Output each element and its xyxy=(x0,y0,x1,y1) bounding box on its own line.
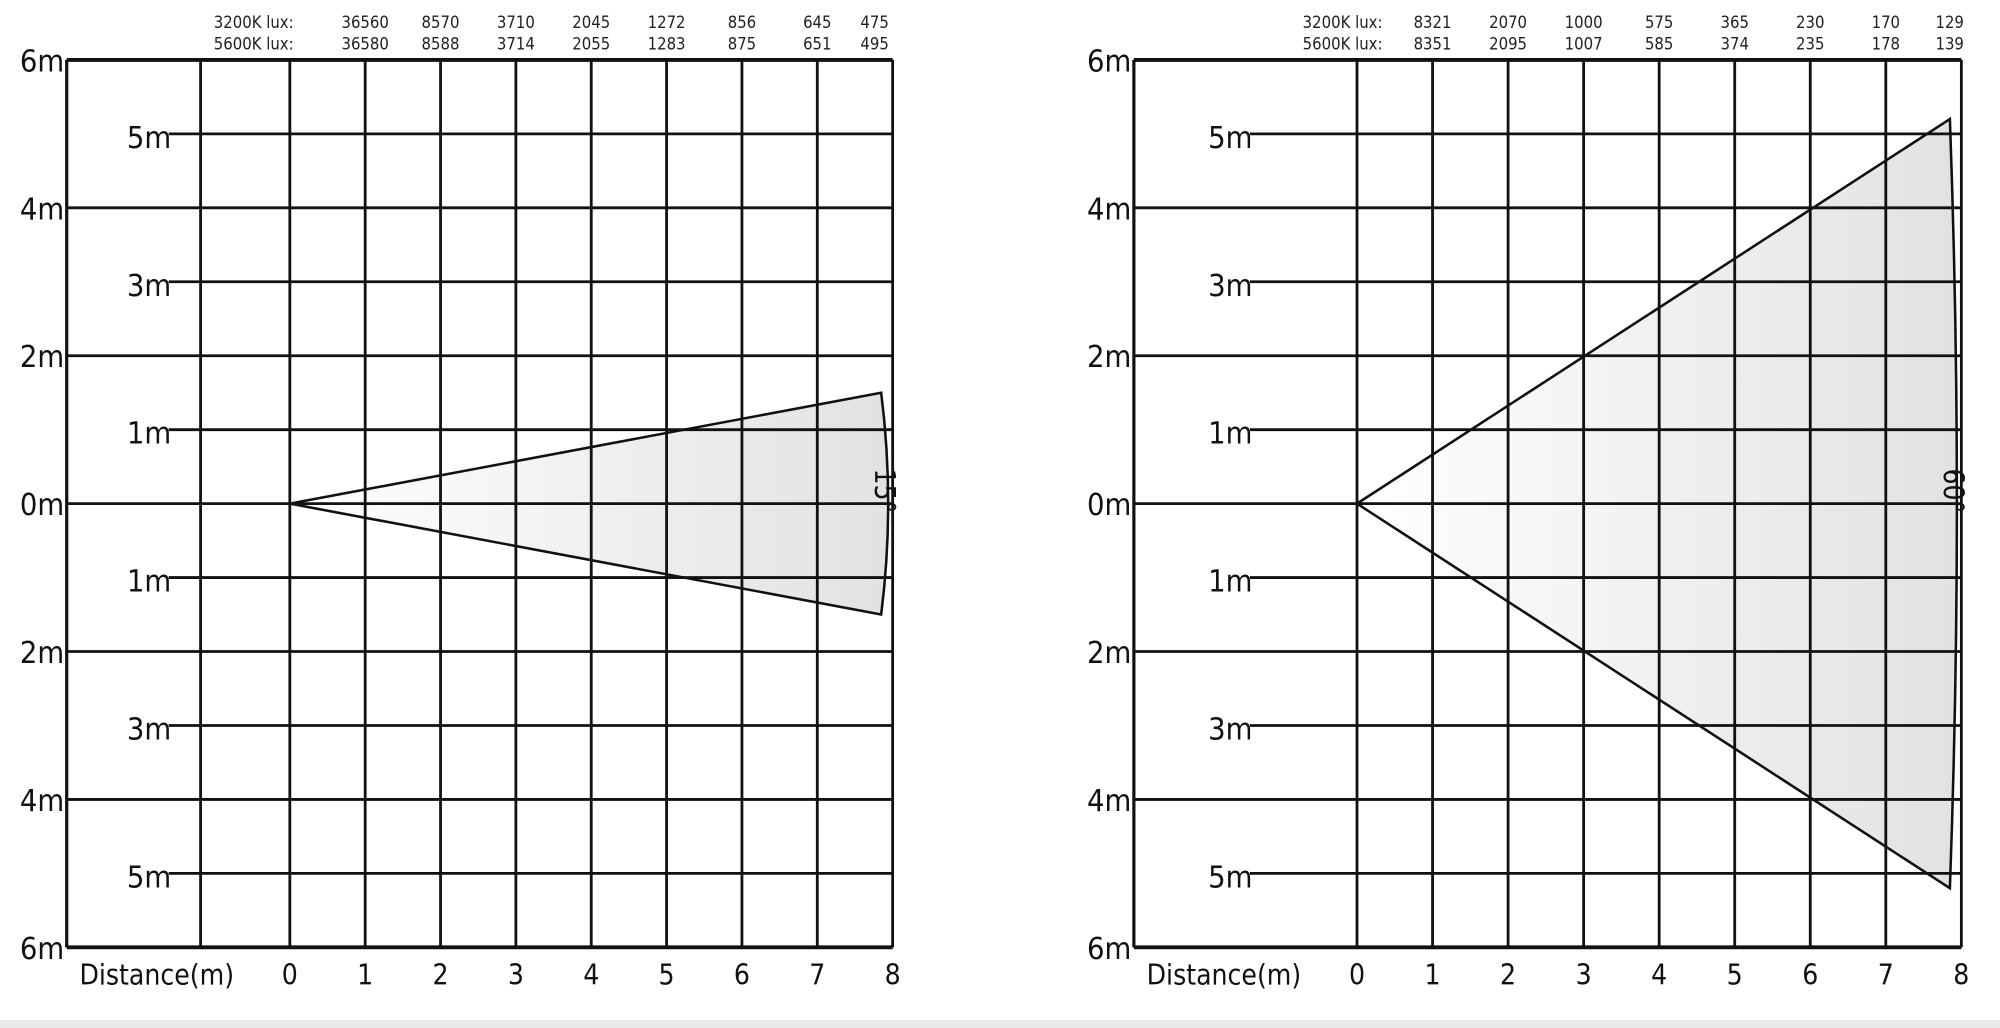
x-tick-label: 0 xyxy=(282,958,298,991)
y-tick-label: 6m xyxy=(20,44,64,79)
lux-value: 575 xyxy=(1645,13,1673,32)
y-tick-label: 6m xyxy=(1087,44,1131,79)
beam-angle-label: 60° xyxy=(1937,469,1970,514)
x-tick-label: 6 xyxy=(1802,958,1818,991)
y-tick-label-inner: 5m xyxy=(127,860,171,895)
x-tick-label: 0 xyxy=(1349,958,1365,991)
x-tick-label: 5 xyxy=(659,958,675,991)
lux-value: 645 xyxy=(803,13,831,32)
y-tick-label: 2m xyxy=(20,636,64,671)
y-tick-label: 4m xyxy=(20,192,64,227)
lux-value: 365 xyxy=(1721,13,1749,32)
lux-value: 36580 xyxy=(341,35,388,54)
lux-value: 2045 xyxy=(572,13,610,32)
y-tick-label: 4m xyxy=(1087,192,1131,227)
y-tick-label-inner: 1m xyxy=(1208,417,1252,452)
lux-value: 178 xyxy=(1872,35,1900,54)
y-tick-label-inner: 3m xyxy=(1208,713,1252,748)
y-tick-label-inner: 1m xyxy=(127,417,171,452)
y-tick-label-inner: 3m xyxy=(127,713,171,748)
lux-value: 2055 xyxy=(572,35,610,54)
lux-value: 129 xyxy=(1935,13,1963,32)
lux-value: 1007 xyxy=(1565,35,1603,54)
lux-row-label: 3200K lux: xyxy=(214,13,294,32)
x-tick-label: 3 xyxy=(1576,958,1592,991)
lux-value: 585 xyxy=(1645,35,1673,54)
lux-value: 856 xyxy=(728,13,756,32)
y-tick-label-inner: 3m xyxy=(1208,269,1252,304)
lux-value: 8570 xyxy=(422,13,460,32)
y-tick-label: 0m xyxy=(20,488,64,523)
y-tick-label-inner: 1m xyxy=(127,565,171,600)
lux-value: 1283 xyxy=(648,35,686,54)
x-tick-label: 6 xyxy=(734,958,750,991)
lux-value: 8351 xyxy=(1414,35,1452,54)
beam-angle-label: 15° xyxy=(868,469,901,514)
x-tick-label: 4 xyxy=(583,958,599,991)
lux-value: 3714 xyxy=(497,35,535,54)
y-tick-label: 4m xyxy=(20,784,64,819)
y-tick-label: 0m xyxy=(1087,488,1131,523)
x-tick-label: 2 xyxy=(1500,958,1516,991)
y-tick-label: 2m xyxy=(1087,340,1131,375)
lux-value: 651 xyxy=(803,35,831,54)
x-tick-label: 4 xyxy=(1651,958,1667,991)
lux-value: 875 xyxy=(728,35,756,54)
lux-row-label: 5600K lux: xyxy=(1303,35,1383,54)
lux-row-label: 3200K lux: xyxy=(1303,13,1383,32)
y-tick-label: 6m xyxy=(1087,932,1131,967)
y-tick-label: 2m xyxy=(1087,636,1131,671)
lux-value: 1000 xyxy=(1565,13,1603,32)
y-tick-label-inner: 5m xyxy=(1208,860,1252,895)
x-axis-label: Distance(m) xyxy=(1147,958,1302,991)
y-tick-label: 4m xyxy=(1087,784,1131,819)
lux-row-label: 5600K lux: xyxy=(214,35,294,54)
x-tick-label: 1 xyxy=(1425,958,1441,991)
x-tick-label: 3 xyxy=(508,958,524,991)
lux-value: 170 xyxy=(1872,13,1900,32)
y-tick-label-inner: 5m xyxy=(1208,121,1252,156)
x-tick-label: 7 xyxy=(809,958,825,991)
lux-value: 1272 xyxy=(648,13,686,32)
lux-value: 8588 xyxy=(422,35,460,54)
lux-value: 139 xyxy=(1935,35,1963,54)
x-tick-label: 8 xyxy=(1953,958,1969,991)
y-tick-label-inner: 3m xyxy=(127,269,171,304)
lux-value: 495 xyxy=(860,35,888,54)
x-axis-label: Distance(m) xyxy=(79,958,234,991)
x-tick-label: 1 xyxy=(357,958,373,991)
lux-value: 8321 xyxy=(1414,13,1452,32)
lux-value: 230 xyxy=(1796,13,1824,32)
lux-value: 3710 xyxy=(497,13,535,32)
y-tick-label-inner: 1m xyxy=(1208,565,1252,600)
lux-value: 374 xyxy=(1721,35,1749,54)
lux-value: 235 xyxy=(1796,35,1824,54)
y-tick-label: 6m xyxy=(20,932,64,967)
lux-value: 2070 xyxy=(1489,13,1527,32)
bottom-bar xyxy=(0,1020,2000,1028)
x-tick-label: 8 xyxy=(885,958,901,991)
lux-value: 475 xyxy=(860,13,888,32)
x-tick-label: 5 xyxy=(1727,958,1743,991)
lux-value: 36560 xyxy=(341,13,388,32)
y-tick-label: 2m xyxy=(20,340,64,375)
x-tick-label: 7 xyxy=(1878,958,1894,991)
y-tick-label-inner: 5m xyxy=(127,121,171,156)
lux-value: 2095 xyxy=(1489,35,1527,54)
x-tick-label: 2 xyxy=(432,958,448,991)
